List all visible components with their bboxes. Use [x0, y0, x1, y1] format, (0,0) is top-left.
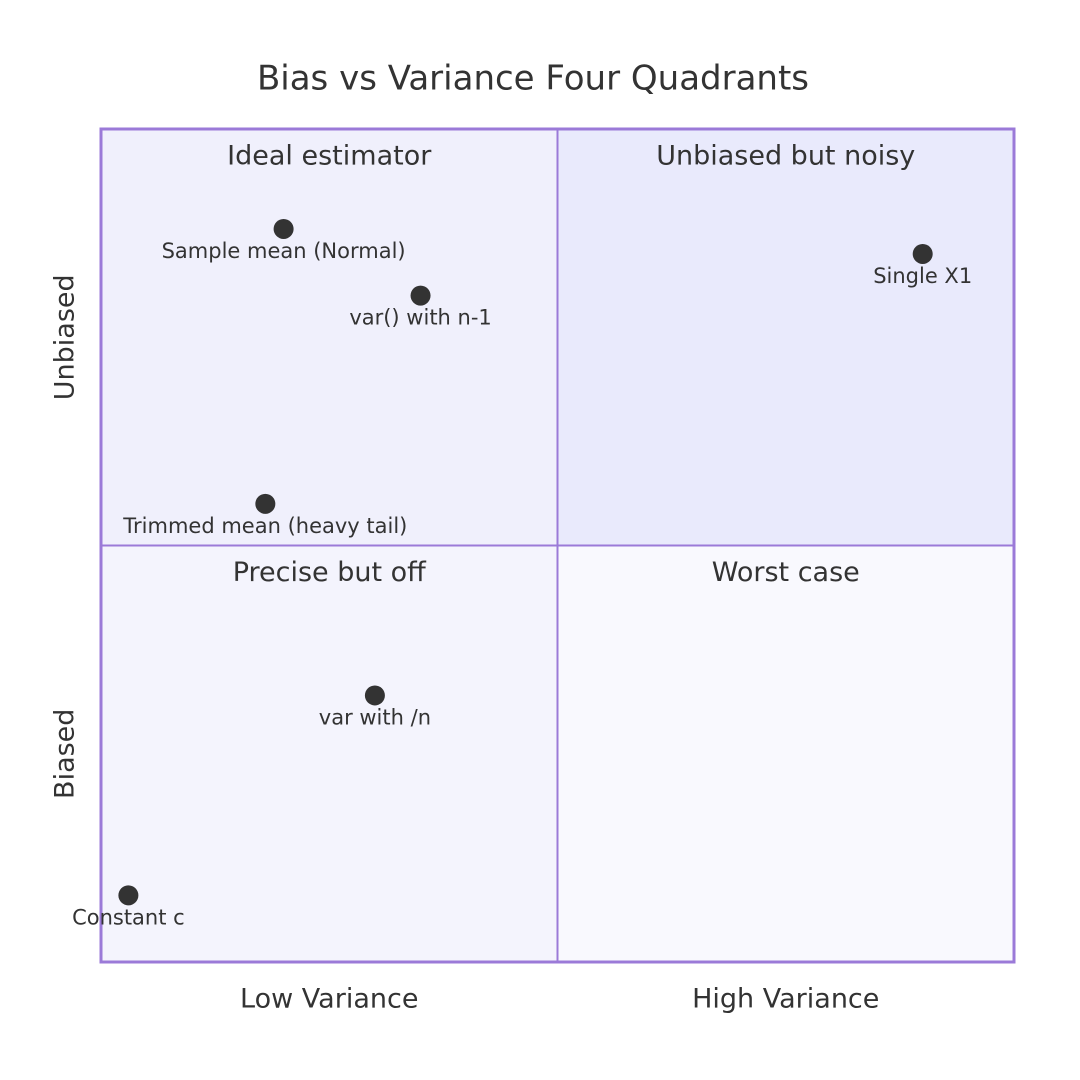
- plot-border: [99, 127, 1016, 964]
- point-label: Sample mean (Normal): [162, 239, 406, 263]
- quadrant: [557, 129, 1014, 546]
- point: [255, 493, 276, 514]
- point: [364, 685, 385, 706]
- point: [273, 218, 294, 239]
- point: [118, 885, 139, 906]
- y-axis-label: Unbiased: [50, 274, 81, 400]
- point-label: var() with n-1: [349, 306, 491, 330]
- quadrant-label: Worst case: [712, 557, 860, 588]
- quadrant-label: Precise but off: [233, 557, 427, 588]
- quadrant-label: Unbiased but noisy: [656, 141, 915, 172]
- x-axis-label: High Variance: [692, 984, 879, 1015]
- point-label: var with /n: [319, 705, 431, 729]
- quadrant: [101, 545, 558, 962]
- point-label: Constant c: [72, 905, 185, 929]
- chart-title: Bias vs Variance Four Quadrants: [257, 59, 809, 99]
- point-label: Single X1: [873, 264, 972, 288]
- x-axis-label: Low Variance: [240, 984, 418, 1015]
- quadrant: [557, 545, 1014, 962]
- y-axis-label: Biased: [50, 709, 81, 799]
- quadrant: [101, 129, 558, 546]
- point-label: Trimmed mean (heavy tail): [122, 514, 407, 538]
- point: [410, 285, 431, 306]
- point: [912, 243, 933, 264]
- quadrant-label: Ideal estimator: [227, 141, 432, 172]
